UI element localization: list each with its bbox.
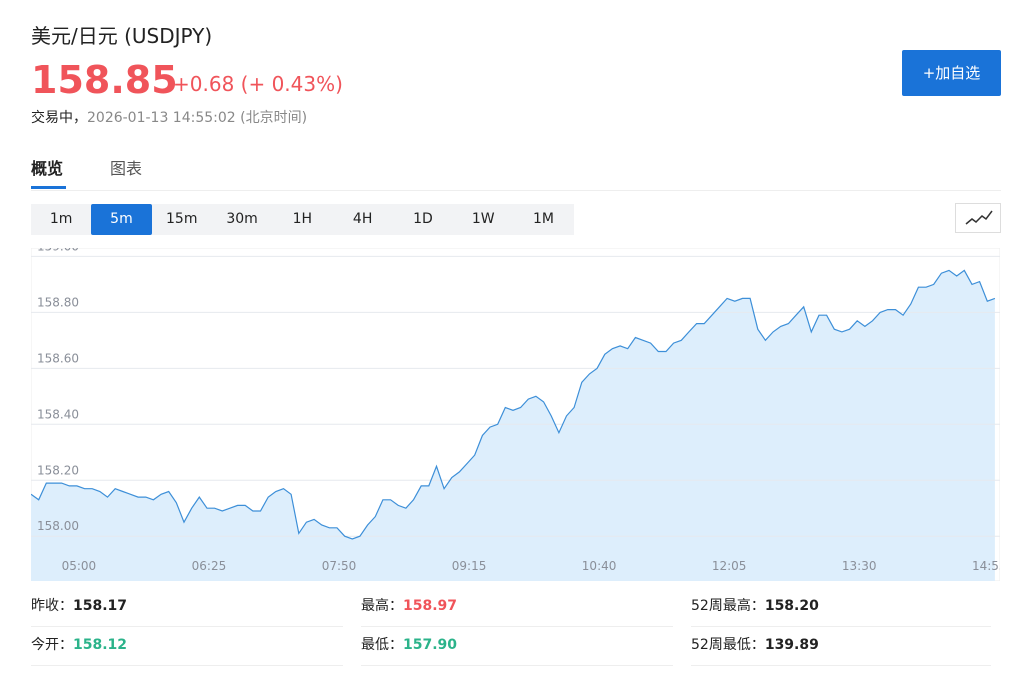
x-tick-label: 09:15 — [452, 559, 487, 573]
interval-button[interactable]: 15m — [166, 211, 198, 227]
stat: 52周最高：158.20 — [691, 587, 991, 627]
x-tick-label: 05:00 — [62, 559, 97, 573]
stat-label: 昨收： — [31, 598, 73, 614]
stat: 最低：157.90 — [361, 626, 673, 666]
x-tick-label: 10:40 — [582, 559, 617, 573]
time: 2026-01-13 14:55:02 — [87, 110, 236, 126]
icon — [965, 210, 993, 225]
stat: 昨收：158.17 — [31, 587, 343, 627]
chart: 158.00 158.20 158.40 158.60 158.80 159.00 05:0… — [31, 248, 1000, 581]
price: 158.85 — [31, 58, 178, 102]
tab[interactable]: 概览 — [31, 159, 64, 178]
symbol: (USDJPY) — [124, 24, 213, 48]
x-tick-label: 13:30 — [842, 559, 877, 573]
tab[interactable]: 图表 — [110, 159, 143, 178]
x-tick-label: 14:55 — [972, 559, 1000, 573]
stat-label: 52周最低： — [691, 637, 765, 653]
stat-value: 139.89 — [764, 637, 819, 653]
chart-type-button[interactable] — [955, 203, 1001, 233]
stat-value: 157.90 — [403, 637, 458, 653]
change-value: +0.68 — [173, 72, 235, 96]
add-watchlist-button[interactable]: +加自选 — [902, 50, 1001, 96]
stat-value: 158.17 — [73, 598, 128, 614]
x-tick-label: 07:50 — [322, 559, 357, 573]
status: 交易中， — [31, 110, 87, 126]
stat-label: 最低： — [361, 637, 403, 653]
interval-button[interactable]: 5m — [91, 204, 152, 235]
y-tick-label: 159.00 — [37, 248, 79, 253]
stat-label: 今开： — [31, 637, 73, 653]
stat-value: 158.12 — [73, 637, 128, 653]
tab-indicator — [31, 186, 66, 189]
interval-button[interactable]: 30m — [226, 211, 258, 227]
timezone: (北京时间) — [240, 110, 308, 126]
x-tick-label: 12:05 — [712, 559, 747, 573]
stat: 52周最低：139.89 — [691, 626, 991, 666]
stat-label: 最高： — [361, 598, 403, 614]
change: +0.68 (+ 0.43%) — [173, 72, 343, 96]
y-tick-label: 158.40 — [37, 407, 79, 421]
y-tick-label: 158.00 — [37, 519, 79, 533]
interval-button[interactable]: 1H — [292, 211, 313, 227]
stat: 今开：158.12 — [31, 626, 343, 666]
change-pct: (+ 0.43%) — [240, 72, 343, 96]
stat-value: 158.97 — [403, 598, 458, 614]
divider — [31, 190, 1001, 191]
interval-button[interactable]: 1m — [49, 211, 73, 227]
interval-button[interactable]: 4H — [352, 211, 373, 227]
stat: 最高：158.97 — [361, 587, 673, 627]
interval-bar: 1m 5m 15m 30m 1H 4H 1D 1W 1M — [31, 204, 574, 235]
y-tick-label: 158.20 — [37, 463, 79, 477]
interval-button[interactable]: 1W — [471, 211, 495, 227]
x-tick-label: 06:25 — [192, 559, 227, 573]
y-tick-label: 158.80 — [37, 295, 79, 309]
interval-button[interactable]: 1M — [533, 211, 555, 227]
area — [31, 270, 995, 581]
status-row: 交易中，2026-01-13 14:55:02 (北京时间) — [31, 107, 307, 127]
title: 美元/日元 — [31, 24, 118, 48]
title-row: 美元/日元 (USDJPY) — [31, 20, 212, 49]
stat-label: 52周最高： — [691, 598, 765, 614]
stat-value: 158.20 — [764, 598, 819, 614]
y-tick-label: 158.60 — [37, 351, 79, 365]
interval-button[interactable]: 1D — [413, 211, 433, 227]
line — [31, 269, 996, 540]
